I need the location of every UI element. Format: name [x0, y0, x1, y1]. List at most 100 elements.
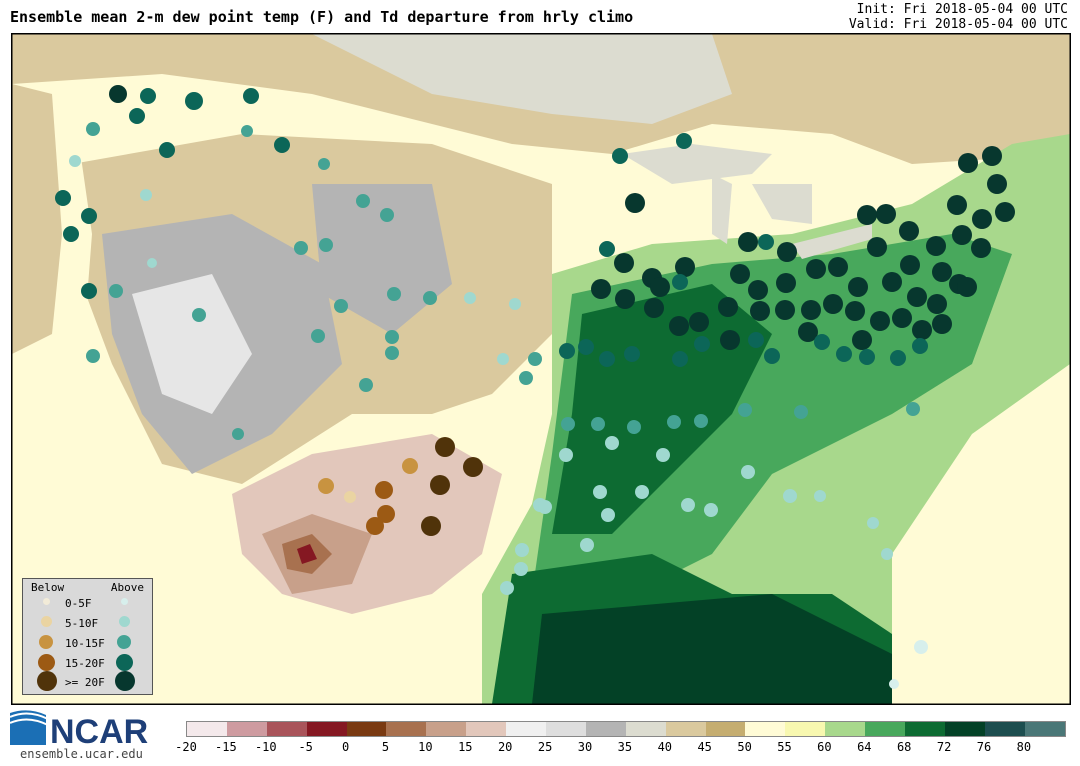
station-dot — [241, 125, 253, 137]
station-dot — [593, 485, 607, 499]
station-dot — [972, 209, 992, 229]
station-dot — [900, 255, 920, 275]
dewpoint-map — [11, 33, 1071, 705]
station-dot — [500, 581, 514, 595]
station-dot — [870, 311, 890, 331]
station-dot — [627, 420, 641, 434]
station-dot — [192, 308, 206, 322]
station-dot — [672, 351, 688, 367]
station-dot — [366, 517, 384, 535]
colorbar-tick-label: 30 — [577, 740, 593, 754]
station-dot — [859, 349, 875, 365]
colorbar-swatch — [665, 722, 706, 736]
station-dot — [748, 332, 764, 348]
legend-row-label: 10-15F — [65, 637, 105, 650]
station-dot — [912, 338, 928, 354]
colorbar-tick-label: 10 — [418, 740, 433, 754]
colorbar-tick-label: 20 — [497, 740, 513, 754]
station-dot — [730, 264, 750, 284]
colorbar-tick-label: 80 — [1016, 740, 1032, 754]
station-dot — [318, 158, 330, 170]
station-dot — [243, 88, 259, 104]
init-time: Init: Fri 2018-05-04 00 UTC — [856, 2, 1068, 17]
mississippi-dark-green — [552, 284, 772, 534]
legend-below-dot — [37, 671, 57, 691]
station-dot — [375, 481, 393, 499]
colorbar-swatch — [585, 722, 626, 736]
colorbar-swatch — [865, 722, 906, 736]
station-dot — [814, 334, 830, 350]
station-dot — [519, 371, 533, 385]
colorbar-swatch — [625, 722, 666, 736]
colorbar-swatch — [386, 722, 427, 736]
station-dot — [359, 378, 373, 392]
colorbar-tick-label: 60 — [817, 740, 832, 754]
legend-row: >= 20F — [23, 671, 152, 693]
colorbar-tick-label: 50 — [737, 740, 752, 754]
logo-text: NCAR — [50, 713, 148, 747]
legend-row: 5-10F — [23, 614, 152, 634]
colorbar-tick-label: 45 — [697, 740, 712, 754]
station-dot — [881, 548, 893, 560]
colorbar-swatch — [546, 722, 586, 736]
station-dot — [718, 297, 738, 317]
station-dot — [867, 237, 887, 257]
station-dot — [794, 405, 808, 419]
legend-below-dot — [41, 616, 52, 627]
station-dot — [694, 336, 710, 352]
station-dot — [927, 294, 947, 314]
colorbar-tick-label: 72 — [936, 740, 952, 754]
nevada-light — [132, 274, 252, 414]
station-dot — [319, 238, 333, 252]
station-dot — [344, 491, 356, 503]
station-dot — [464, 292, 476, 304]
station-dot — [750, 301, 770, 321]
colorbar-swatch — [944, 722, 985, 736]
legend-below-dot — [38, 654, 55, 671]
station-dot — [356, 194, 370, 208]
rockies-gray — [312, 184, 452, 334]
station-dot — [294, 241, 308, 255]
station-dot — [423, 291, 437, 305]
colorbar-swatch — [745, 722, 786, 736]
legend-above-dot — [116, 654, 133, 671]
map-title: Ensemble mean 2-m dew point temp (F) and… — [10, 8, 634, 26]
station-dot — [387, 287, 401, 301]
station-dot — [889, 679, 899, 689]
station-dot — [514, 562, 528, 576]
station-dot — [109, 284, 123, 298]
colorbar-tick-label: 64 — [857, 740, 872, 754]
station-dot — [559, 448, 573, 462]
colorbar-swatch — [187, 722, 227, 736]
station-dot — [676, 133, 692, 149]
station-dot — [561, 417, 575, 431]
colorbar-swatch — [266, 722, 307, 736]
station-dot — [185, 92, 203, 110]
station-dot — [591, 279, 611, 299]
colorbar-swatch — [705, 722, 746, 736]
legend-row: 10-15F — [23, 634, 152, 654]
station-dot — [828, 257, 848, 277]
northern-gray — [312, 34, 732, 124]
colorbar-tick-label: -15 — [215, 740, 237, 754]
legend-above-dot — [119, 616, 130, 627]
station-dot — [515, 543, 529, 557]
legend-row-label: 15-20F — [65, 657, 105, 670]
station-dot — [55, 190, 71, 206]
station-dot — [694, 414, 708, 428]
station-dot — [605, 436, 619, 450]
station-dot — [738, 232, 758, 252]
station-dot — [907, 287, 927, 307]
station-dot — [957, 277, 977, 297]
station-dot — [867, 517, 879, 529]
station-dot — [995, 202, 1015, 222]
station-dot — [624, 346, 640, 362]
colorbar-swatch — [825, 722, 866, 736]
station-dot — [599, 241, 615, 257]
station-dot — [704, 503, 718, 517]
station-dot — [528, 352, 542, 366]
station-dot — [614, 253, 634, 273]
colorbar-tick-label: 35 — [617, 740, 633, 754]
colorbar-tick-label: -10 — [254, 740, 277, 754]
station-dot — [906, 402, 920, 416]
